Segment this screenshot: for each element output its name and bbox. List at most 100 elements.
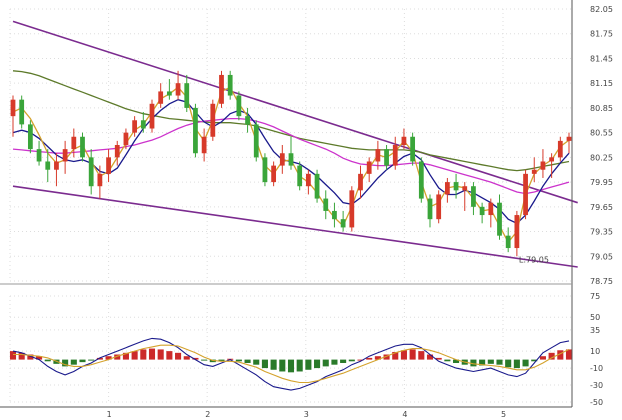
price-y-tick-label: 79.95 [590, 178, 613, 187]
histogram-bar [244, 359, 251, 363]
candle-body [175, 83, 181, 96]
candle-body [140, 120, 146, 129]
trendline [12, 20, 578, 204]
candle-body [149, 103, 155, 129]
candle-body [201, 136, 207, 154]
histogram-bar [183, 356, 190, 360]
histogram-bar [105, 356, 112, 360]
candle-body [340, 219, 346, 228]
candle-body [349, 190, 355, 228]
histogram-bar [453, 359, 460, 363]
candle-body [10, 99, 16, 117]
candle-body [219, 74, 224, 104]
histogram-bar [392, 351, 399, 360]
candle-body [184, 83, 190, 108]
candle-body [262, 157, 268, 183]
histogram-bar [88, 359, 95, 361]
candle-body [471, 186, 476, 207]
histogram-bar [548, 352, 555, 360]
histogram-bar [235, 359, 242, 362]
candle-body [45, 161, 51, 170]
price-y-tick-label: 79.05 [590, 252, 613, 261]
candle-body [123, 132, 129, 145]
candle-body [271, 165, 277, 183]
candle-body [523, 173, 528, 216]
candle-body [488, 202, 494, 216]
candle-body [132, 120, 138, 133]
histogram-bar [201, 359, 208, 361]
candle-body [453, 182, 459, 191]
histogram-bar [470, 359, 477, 367]
histogram-bar [357, 359, 364, 361]
histogram-bar [122, 352, 129, 360]
histogram-bar [522, 359, 529, 367]
histogram-bar [261, 359, 268, 369]
candle-body [305, 173, 311, 187]
candle-body [332, 210, 337, 220]
histogram-bar [513, 359, 520, 369]
indicator-y-tick-label: -30 [590, 381, 603, 390]
candle-body [366, 161, 372, 174]
candle-body [245, 116, 250, 125]
histogram-bar [148, 348, 156, 360]
histogram-bar [444, 359, 451, 362]
candle-body [54, 161, 59, 170]
histogram-bar [348, 359, 355, 362]
moving-average-line [12, 70, 570, 172]
candle-body [210, 103, 216, 137]
indicator-line [13, 344, 570, 384]
histogram-bar [192, 357, 199, 360]
candle-body [401, 136, 407, 145]
x-tick-label: 3 [304, 410, 309, 419]
histogram-bar [70, 359, 77, 365]
candle-body [193, 107, 198, 154]
histogram-bar [340, 359, 347, 363]
histogram-bar [96, 357, 103, 360]
candle-body [444, 182, 450, 195]
candle-body [497, 202, 502, 236]
candle-body [314, 173, 320, 199]
histogram-bar [287, 359, 295, 373]
histogram-bar [114, 354, 121, 360]
histogram-bar [539, 356, 546, 360]
candle-body [358, 173, 363, 191]
histogram-bar [157, 349, 164, 360]
price-y-tick-label: 80.55 [590, 129, 613, 138]
candle-body [392, 145, 398, 166]
candle-body [505, 235, 511, 249]
tick-labels: 82.05 81.75 81.45 81.15 80.85 80.55 80.25 79.95… [107, 5, 613, 419]
indicator-y-tick-label: 50 [590, 313, 600, 322]
histogram-bar [435, 357, 442, 360]
indicator-y-tick-label: 10 [590, 347, 600, 356]
candle-body [36, 149, 42, 162]
candle-body [436, 194, 442, 220]
histogram-bar [418, 351, 425, 360]
indicator-y-tick-label: 75 [590, 292, 600, 301]
x-tick-label: 1 [107, 410, 112, 419]
histogram-bar [166, 351, 173, 360]
candle-body [80, 136, 85, 158]
price-y-tick-label: 82.05 [590, 5, 613, 14]
candle-body [227, 74, 233, 96]
histogram-bar [314, 359, 321, 369]
histogram-bar [131, 351, 138, 360]
histogram-bar [296, 359, 303, 372]
candle-body [27, 124, 33, 150]
histogram-bar [9, 351, 17, 360]
indicator-line [12, 337, 570, 391]
candle-body [384, 149, 389, 166]
candle-body [71, 136, 77, 150]
indicator-y-tick-label: -10 [590, 364, 603, 373]
candle-body [279, 153, 285, 166]
price-plot [10, 20, 578, 268]
histogram-bar [383, 354, 390, 360]
candle-body [531, 169, 537, 174]
histogram-bar [44, 359, 51, 362]
histogram-bar [305, 359, 312, 370]
candle-body [540, 161, 546, 170]
candle-body [549, 157, 555, 162]
indicator-y-tick-label: -50 [590, 398, 603, 407]
indicator-plot [9, 337, 573, 391]
candle-body [114, 145, 120, 158]
